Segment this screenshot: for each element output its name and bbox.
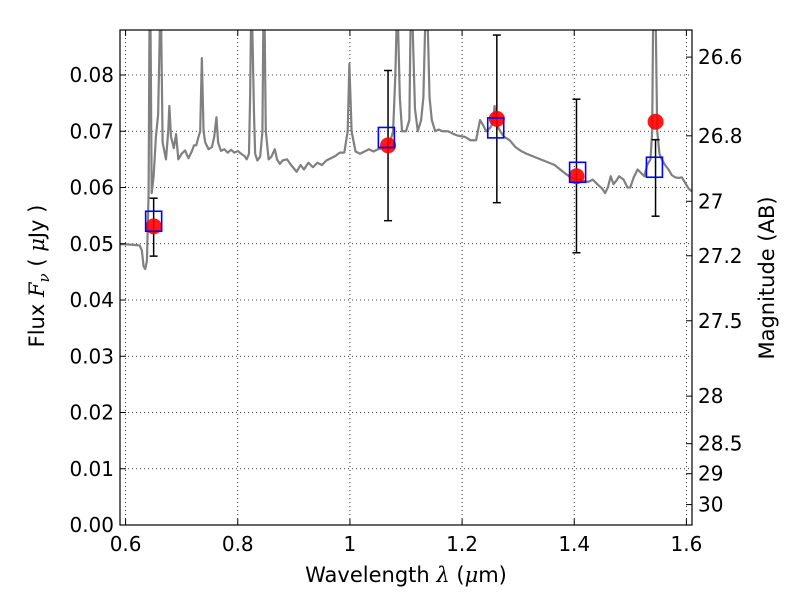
right-tick-label: 26.8	[698, 124, 743, 148]
y-tick-label: 0.04	[69, 288, 114, 312]
grid-lines	[120, 30, 692, 526]
y-ticks: 0.00 0.01 0.02 0.03 0.04 0.05 0.06 0.07 0.08	[69, 63, 126, 537]
right-tick-label: 27.2	[698, 244, 743, 268]
right-axis-label: Magnitude (AB)	[755, 196, 779, 359]
x-axis-label-unit-open: (	[450, 563, 465, 587]
observed-points	[145, 110, 664, 235]
x-axis-label-unit-close: m)	[478, 563, 507, 587]
observed-point	[145, 218, 162, 235]
y-tick-label: 0.03	[69, 344, 114, 368]
y-tick-label: 0.05	[69, 232, 114, 256]
model-point	[645, 156, 664, 179]
model-point	[377, 126, 396, 149]
right-magnitude-ticks: 26.6 26.8 27 27.2 27.5 28 28.5 29 30	[686, 45, 743, 517]
y-axis-label-prefix: Flux	[25, 297, 49, 347]
plot-frame	[119, 29, 693, 526]
model-point	[486, 117, 505, 139]
model-photometry-points	[144, 117, 664, 233]
y-tick-label: 0.08	[69, 63, 114, 87]
y-tick-label: 0.02	[69, 401, 114, 425]
error-bars	[149, 34, 660, 257]
right-tick-label: 29	[698, 462, 723, 486]
model-spectrum	[120, 30, 692, 271]
y-tick-label: 0.01	[69, 457, 114, 481]
y-axis-unit-open: (	[25, 252, 49, 274]
x-axis-label-prefix: Wavelength	[305, 563, 436, 587]
x-axis-label: Wavelength λ (μm)	[305, 563, 507, 587]
model-point	[144, 210, 163, 233]
observed-point	[568, 168, 585, 185]
spectrum-line	[120, 30, 692, 271]
lambda-symbol: λ	[435, 563, 449, 587]
model-point	[568, 161, 587, 184]
x-tick-label: 0.6	[110, 532, 142, 556]
y-axis-label: Flux Fν ( μJy )	[25, 205, 53, 348]
observed-point	[380, 137, 397, 154]
x-tick-label: 0.8	[222, 532, 254, 556]
x-tick-label: 1.4	[558, 532, 590, 556]
x-axis-mu-symbol: μ	[465, 563, 479, 587]
y-tick-label: 0.00	[69, 513, 114, 537]
x-tick-label: 1	[344, 532, 357, 556]
right-tick-label: 28.5	[698, 432, 743, 456]
y-tick-label: 0.07	[69, 119, 114, 143]
observed-point	[647, 113, 664, 130]
x-ticks: 0.6 0.8 1 1.2 1.4 1.6	[110, 30, 702, 556]
f-symbol: F	[25, 281, 49, 298]
x-tick-label: 1.6	[670, 532, 702, 556]
x-tick-label: 1.2	[446, 532, 478, 556]
right-tick-label: 28	[698, 384, 723, 408]
y-axis-unit-close: Jy )	[25, 205, 49, 241]
right-tick-label: 27	[698, 189, 723, 213]
right-tick-label: 26.6	[698, 45, 743, 69]
observed-point	[488, 110, 505, 127]
y-tick-label: 0.06	[69, 176, 114, 200]
y-axis-mu-symbol: μ	[25, 238, 49, 252]
nu-subscript: ν	[35, 273, 53, 282]
right-tick-label: 27.5	[698, 309, 743, 333]
right-tick-label: 30	[698, 493, 723, 517]
